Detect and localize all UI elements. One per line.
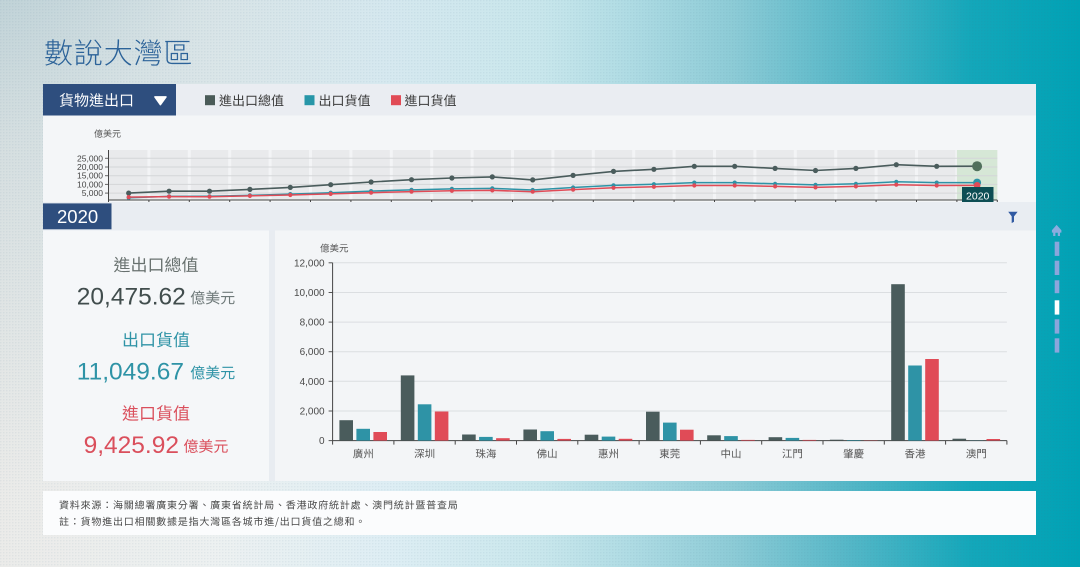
svg-text:11,049.67: 11,049.67 (77, 358, 184, 385)
svg-text:8,000: 8,000 (300, 318, 325, 329)
svg-text:2,000: 2,000 (300, 407, 325, 418)
svg-text:20,000: 20,000 (77, 162, 103, 172)
svg-text:6,000: 6,000 (300, 347, 325, 358)
svg-text:10,000: 10,000 (77, 179, 103, 189)
svg-text:0: 0 (319, 436, 325, 447)
svg-text:15,000: 15,000 (77, 171, 103, 181)
svg-text:2020: 2020 (966, 190, 990, 202)
svg-text:9,425.92: 9,425.92 (84, 432, 179, 459)
svg-text:10,000: 10,000 (294, 288, 325, 299)
svg-text:20,475.62: 20,475.62 (77, 283, 186, 310)
svg-text:25,000: 25,000 (77, 153, 103, 163)
svg-text:12,000: 12,000 (294, 258, 325, 269)
svg-text:2020: 2020 (57, 206, 98, 227)
svg-text:5,000: 5,000 (82, 188, 104, 198)
svg-text:4,000: 4,000 (300, 377, 325, 388)
